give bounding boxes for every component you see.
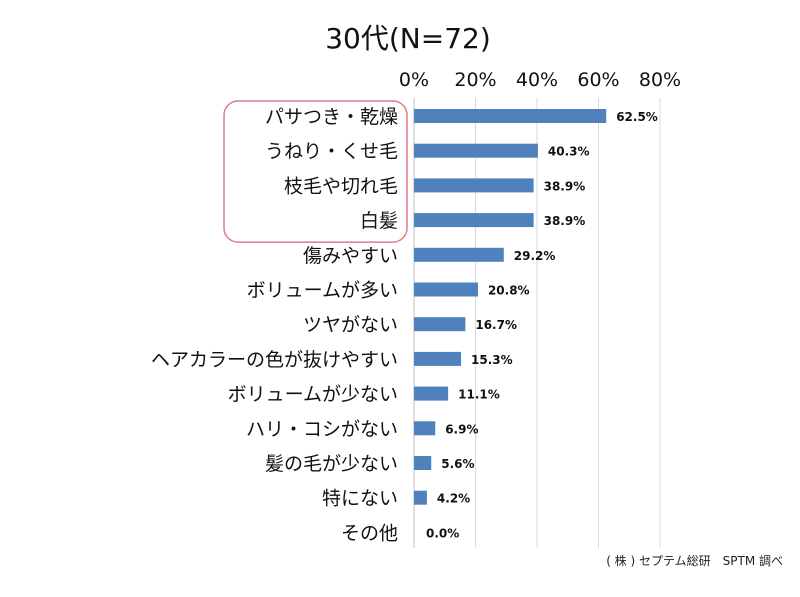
x-tick-label: 80% <box>639 69 681 91</box>
bar <box>414 386 449 401</box>
category-labels: パサつき・乾燥うねり・くせ毛枝毛や切れ毛白髪傷みやすいボリュームが多いツヤがない… <box>151 106 398 544</box>
value-labels: 62.5% 40.3% 38.9% 38.9% 29.2% 20.8% 16.7% 15.3%… <box>426 110 658 540</box>
category-label: 枝毛や切れ毛 <box>284 175 398 197</box>
chart-title: 30代(N=72) <box>325 22 491 55</box>
category-label: ツヤがない <box>303 314 398 336</box>
x-tick-label: 20% <box>454 69 496 91</box>
bar <box>414 282 478 297</box>
x-tick-label: 0% <box>399 69 429 91</box>
value-label: 11.1% <box>458 388 500 402</box>
bar <box>414 247 504 262</box>
x-tick-label: 40% <box>516 69 558 91</box>
bar <box>414 456 432 470</box>
bar <box>414 213 534 228</box>
grid-layer <box>413 98 661 548</box>
value-label: 62.5% <box>616 110 658 124</box>
bar <box>414 109 607 123</box>
value-label: 15.3% <box>471 353 513 367</box>
bar <box>414 317 466 332</box>
bar <box>414 351 462 366</box>
category-label: ヘアカラーの色が抜けやすい <box>151 349 398 371</box>
category-label: うねり・くせ毛 <box>265 141 398 163</box>
category-label: 髪の毛が少ない <box>265 453 398 475</box>
bar <box>414 421 436 436</box>
x-tick-label: 60% <box>577 69 619 91</box>
bar-layer <box>414 109 607 505</box>
value-label: 0.0% <box>426 526 459 540</box>
source-note: ( 株 ) セプテム総研 SPTM 調べ <box>606 553 783 568</box>
category-label: 特にない <box>322 488 398 510</box>
category-label: パサつき・乾燥 <box>265 106 398 128</box>
value-label: 5.6% <box>441 457 474 471</box>
value-label: 20.8% <box>488 284 530 298</box>
value-label: 6.9% <box>445 422 478 436</box>
value-label: 4.2% <box>437 492 470 506</box>
bar <box>414 143 538 158</box>
value-label: 40.3% <box>548 145 590 159</box>
category-label: 傷みやすい <box>303 245 398 267</box>
highlight-layer <box>223 100 408 243</box>
value-label: 38.9% <box>544 214 586 228</box>
value-label: 29.2% <box>514 249 556 263</box>
category-label: ボリュームが少ない <box>228 384 398 406</box>
highlight-box <box>223 100 408 243</box>
category-label: ハリ・コシがない <box>246 418 398 440</box>
bar <box>414 490 427 505</box>
category-label: ボリュームが多い <box>247 280 398 302</box>
bar <box>414 178 534 193</box>
category-label: その他 <box>341 522 398 544</box>
x-axis-ticks: 0% 20% 40% 60% 80% <box>399 69 681 91</box>
value-label: 16.7% <box>475 318 517 332</box>
category-label: 白髪 <box>360 210 398 232</box>
value-label: 38.9% <box>544 179 586 193</box>
